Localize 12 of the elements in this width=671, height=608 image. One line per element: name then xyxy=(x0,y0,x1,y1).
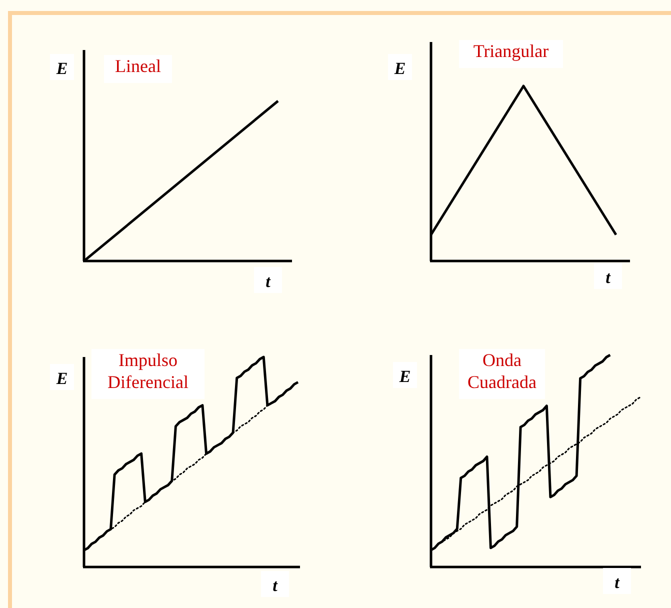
y-axis-title: E xyxy=(398,367,411,386)
chart-title: Impulso Diferencial xyxy=(108,350,188,392)
chart-title: Lineal xyxy=(115,56,161,76)
x-axis-title: t xyxy=(606,268,612,287)
y-axis-title: E xyxy=(55,369,68,388)
x-axis-title: t xyxy=(614,573,621,592)
x-axis-title: t xyxy=(272,576,279,595)
y-axis-title: E xyxy=(393,59,406,78)
x-axis-title: t xyxy=(266,272,272,291)
chart-title: Triangular xyxy=(473,41,549,61)
chart-title: Onda Cuadrada xyxy=(468,350,536,392)
y-axis-title: E xyxy=(55,59,68,78)
